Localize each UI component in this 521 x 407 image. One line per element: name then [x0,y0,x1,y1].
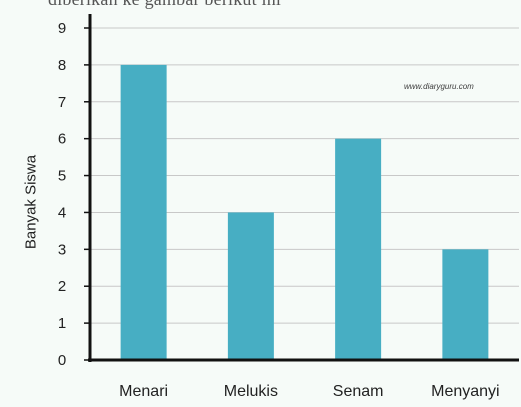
bar-melukis [227,212,274,360]
y-tick-label-7: 7 [58,94,66,111]
y-tick-label-1: 1 [58,315,66,332]
y-tick-label-4: 4 [58,204,66,221]
x-tick-label-menari: Menari [119,383,168,400]
y-tick-label-2: 2 [58,278,66,295]
watermark-text: www.diaryguru.com [404,82,474,91]
y-tick-label-9: 9 [58,20,66,37]
y-tick-label-0: 0 [58,352,66,369]
y-tick-label-5: 5 [58,168,66,185]
x-tick-label-melukis: Melukis [224,383,278,400]
y-tick-label-6: 6 [58,131,66,148]
x-tick-label-senam: Senam [333,383,384,400]
y-tick-label-8: 8 [58,57,66,74]
x-tick-label-menyanyi: Menyanyi [431,383,499,400]
bar-menari [120,64,167,360]
y-axis-label: Banyak Siswa [22,154,40,250]
top-caption-text: diberikan ke gambar berikut ini [48,0,281,10]
bar-menyanyi [442,249,489,360]
bar-senam [335,138,382,360]
y-tick-label-3: 3 [58,241,66,258]
